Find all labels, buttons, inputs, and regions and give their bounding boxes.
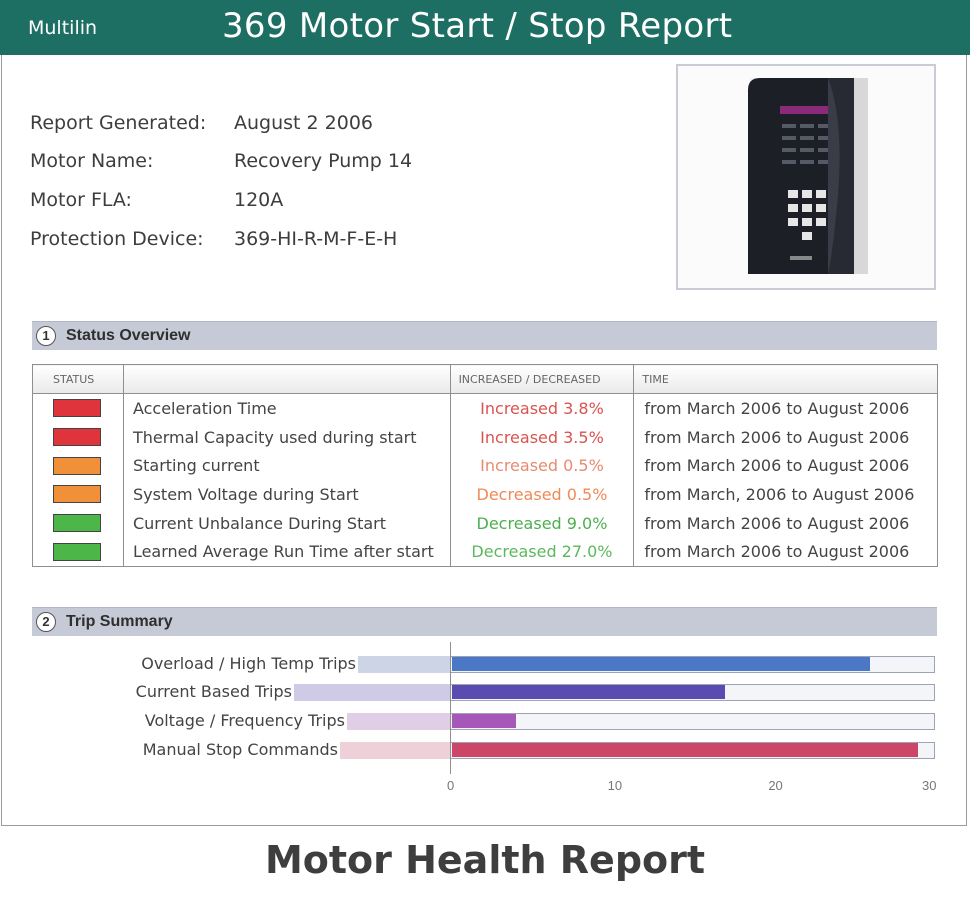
table-row: Acceleration Time Increased 3.8% from Marc… bbox=[32, 393, 938, 423]
status-indicator bbox=[53, 428, 101, 447]
trip-category-label: Voltage / Frequency Trips bbox=[144, 711, 345, 730]
status-indicator bbox=[53, 514, 101, 533]
section-title: Status Overview bbox=[66, 327, 191, 344]
x-tick-label: 20 bbox=[768, 778, 783, 793]
trip-bar bbox=[452, 685, 726, 699]
motor-name-row: Motor Name: Recovery Pump 14 bbox=[30, 150, 450, 174]
status-cell bbox=[32, 422, 124, 452]
status-table: STATUS INCREASED / DECREASED TIME Accele… bbox=[32, 364, 938, 568]
x-tick-label: 10 bbox=[607, 778, 623, 793]
trip-category-label: Overload / High Temp Trips bbox=[141, 654, 356, 673]
section-number: 1 bbox=[36, 326, 56, 346]
column-header-status: STATUS bbox=[32, 364, 124, 394]
column-header-change: INCREASED / DECREASED bbox=[449, 364, 635, 394]
status-indicator bbox=[53, 485, 101, 504]
time-range: from March 2006 to August 2006 bbox=[633, 451, 938, 481]
status-indicator bbox=[53, 456, 101, 475]
section-title: Trip Summary bbox=[66, 613, 173, 630]
trip-category-label: Manual Stop Commands bbox=[142, 740, 338, 759]
trip-label-highlight bbox=[340, 742, 450, 759]
trip-label-highlight bbox=[358, 656, 450, 673]
status-cell bbox=[32, 480, 124, 509]
trip-bar bbox=[452, 743, 918, 757]
time-range: from March 2006 to August 2006 bbox=[633, 537, 938, 568]
x-tick-label: 0 bbox=[447, 778, 455, 793]
time-range: from March 2006 to August 2006 bbox=[633, 422, 938, 452]
status-table-header: STATUS INCREASED / DECREASED TIME bbox=[32, 364, 938, 394]
table-row: Starting current Increased 0.5% from March… bbox=[32, 451, 938, 481]
metric-name: System Voltage during Start bbox=[122, 480, 451, 509]
footer-caption: Motor Health Report bbox=[264, 838, 706, 882]
status-cell bbox=[32, 393, 124, 423]
trip-bar bbox=[452, 714, 517, 728]
status-indicator bbox=[53, 542, 101, 561]
status-overview-header: 1 Status Overview bbox=[32, 321, 937, 350]
metric-name: Learned Average Run Time after start bbox=[122, 537, 451, 568]
motor-name-value: Recovery Pump 14 bbox=[234, 150, 413, 172]
column-header-metric bbox=[122, 364, 451, 394]
report-generated-label: Report Generated: bbox=[30, 112, 207, 134]
title-bar: Multilin 369 Motor Start / Stop Report bbox=[0, 0, 970, 55]
table-row: System Voltage during Start Decreased 0.5… bbox=[32, 480, 938, 509]
report-generated-value: August 2 2006 bbox=[234, 112, 374, 134]
x-tick-label: 30 bbox=[922, 778, 937, 793]
metric-name: Current Unbalance During Start bbox=[122, 508, 451, 538]
status-cell bbox=[32, 537, 124, 568]
trip-summary-header: 2 Trip Summary bbox=[32, 607, 937, 636]
motor-fla-value: 120A bbox=[234, 189, 284, 211]
change-value: Decreased 27.0% bbox=[449, 537, 635, 568]
table-row: Current Unbalance During Start Decreased … bbox=[32, 508, 938, 538]
brand-name: Multilin bbox=[28, 17, 98, 39]
time-range: from March 2006 to August 2006 bbox=[633, 508, 938, 538]
protection-device-row: Protection Device: 369-HI-R-M-F-E-H bbox=[30, 228, 450, 252]
metric-name: Starting current bbox=[122, 451, 451, 481]
change-value: Increased 3.8% bbox=[449, 393, 635, 423]
protection-device-label: Protection Device: bbox=[30, 228, 204, 250]
time-range: from March, 2006 to August 2006 bbox=[633, 480, 938, 509]
change-value: Decreased 9.0% bbox=[449, 508, 635, 538]
trip-label-highlight bbox=[294, 684, 450, 701]
chart-axis-zero-line bbox=[450, 642, 451, 774]
protection-device-value: 369-HI-R-M-F-E-H bbox=[234, 228, 398, 250]
status-indicator bbox=[53, 399, 101, 418]
motor-name-label: Motor Name: bbox=[30, 150, 154, 172]
change-value: Increased 3.5% bbox=[449, 422, 635, 452]
trip-bar bbox=[452, 657, 870, 671]
motor-fla-label: Motor FLA: bbox=[30, 189, 132, 211]
trip-bar-track bbox=[450, 713, 935, 730]
column-header-time: TIME bbox=[633, 364, 938, 394]
metric-name: Acceleration Time bbox=[122, 393, 451, 423]
table-row: Learned Average Run Time after start Decr… bbox=[32, 537, 938, 568]
table-row: Thermal Capacity used during start Increa… bbox=[32, 422, 938, 452]
time-range: from March 2006 to August 2006 bbox=[633, 393, 938, 423]
motor-fla-row: Motor FLA: 120A bbox=[30, 189, 450, 213]
relay-device-image bbox=[748, 78, 868, 274]
metric-name: Thermal Capacity used during start bbox=[122, 422, 451, 452]
page-title: 369 Motor Start / Stop Report bbox=[222, 6, 733, 46]
status-cell bbox=[32, 508, 124, 538]
change-value: Increased 0.5% bbox=[449, 451, 635, 481]
status-cell bbox=[32, 451, 124, 481]
report-generated-row: Report Generated: August 2 2006 bbox=[30, 112, 450, 136]
trip-category-label: Current Based Trips bbox=[135, 682, 292, 701]
section-number: 2 bbox=[36, 612, 56, 632]
trip-label-highlight bbox=[347, 713, 450, 730]
change-value: Decreased 0.5% bbox=[449, 480, 635, 509]
relay-device-photo bbox=[676, 64, 936, 290]
